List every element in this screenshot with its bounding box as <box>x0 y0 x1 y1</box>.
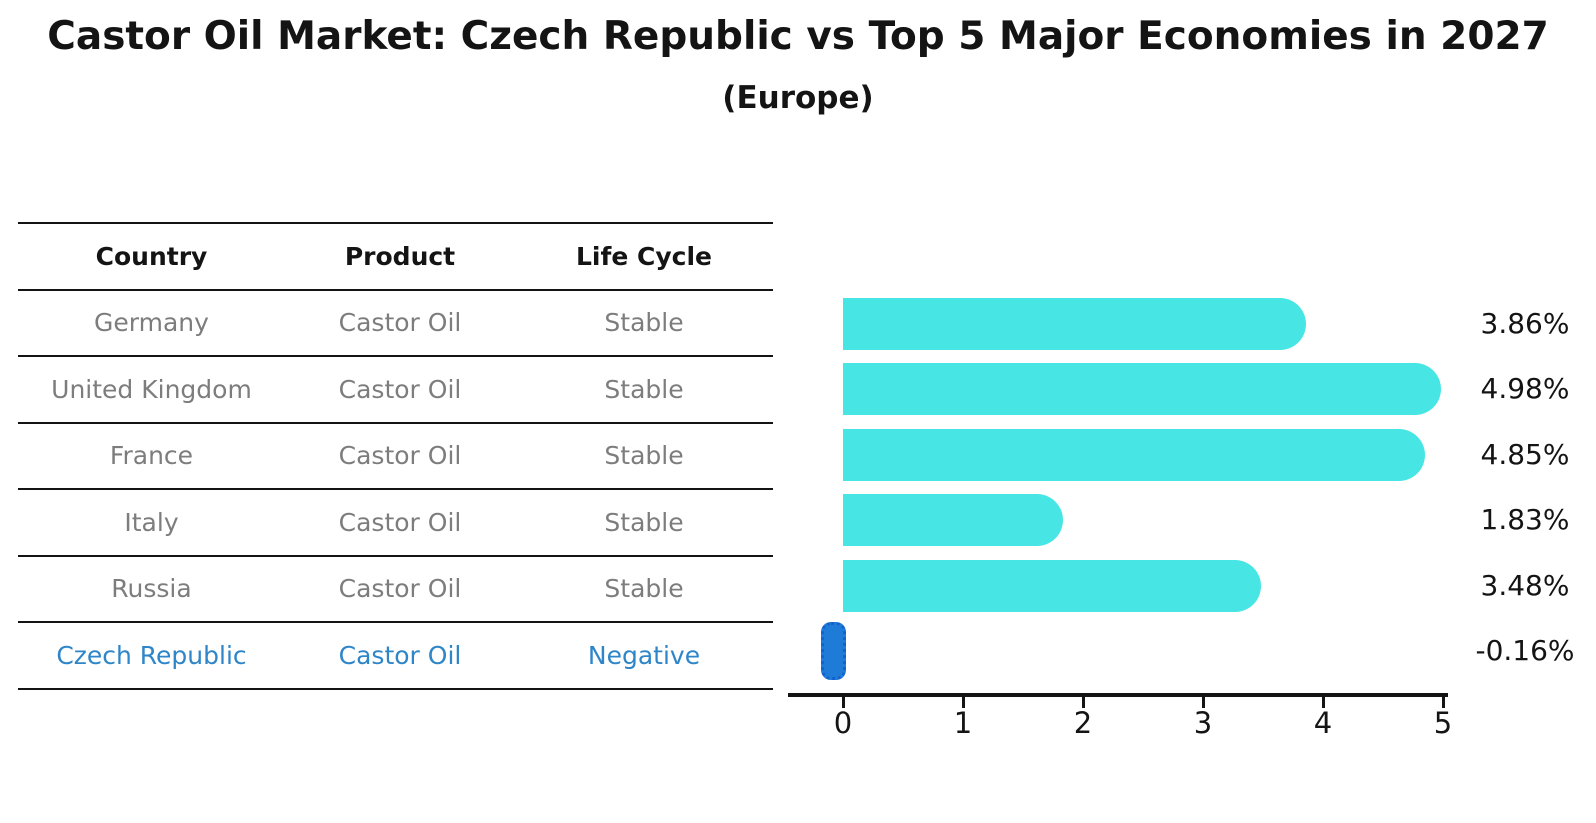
cell-product: Castor Oil <box>338 308 462 338</box>
table-row-czech-republic: Czech Republic Castor Oil Negative <box>18 621 773 688</box>
x-axis-tick-label: 3 <box>1193 706 1213 740</box>
bar-russia <box>843 559 1261 612</box>
cell-life-cycle: Stable <box>604 574 684 604</box>
x-axis-tick <box>841 697 845 708</box>
cell-life-cycle: Negative <box>587 640 701 670</box>
column-header-product: Product <box>344 241 456 271</box>
bar-italy <box>843 494 1063 547</box>
table-row-france: France Castor Oil Stable <box>18 421 773 489</box>
chart-subtitle: (Europe) <box>722 80 874 116</box>
x-axis-tick <box>1081 697 1085 708</box>
x-axis-tick-label: 5 <box>1433 706 1453 740</box>
cell-country: Germany <box>94 308 209 338</box>
value-label-germany: 3.86% <box>1480 307 1570 340</box>
cell-life-cycle: Stable <box>604 374 684 404</box>
bar-united-kingdom <box>843 363 1441 416</box>
x-axis-line <box>788 693 1448 697</box>
cell-product: Castor Oil <box>338 640 462 670</box>
x-axis-tick-label: 2 <box>1073 706 1093 740</box>
x-axis-tick <box>1321 697 1325 708</box>
chart-title: Castor Oil Market: Czech Republic vs Top… <box>47 14 1549 59</box>
cell-life-cycle: Stable <box>604 441 684 471</box>
x-axis-tick-label: 0 <box>833 706 853 740</box>
country-table: Country Product Life Cycle Germany Casto… <box>18 222 773 690</box>
cell-life-cycle: Stable <box>604 308 684 338</box>
table-row-united-kingdom: United Kingdom Castor Oil Stable <box>18 355 773 422</box>
bar-czech-republic <box>820 622 846 680</box>
column-header-life-cycle: Life Cycle <box>575 241 713 271</box>
x-axis-tick <box>961 697 965 708</box>
value-label-united-kingdom: 4.98% <box>1480 372 1570 406</box>
cell-product: Castor Oil <box>338 374 462 404</box>
cell-country: United Kingdom <box>51 374 252 404</box>
cell-country: Italy <box>124 507 179 537</box>
growth-bar-chart: 3.86% 4.98% 4.85% 1.83% 3.48% -0.16% 0 1… <box>785 280 1596 780</box>
bar-france <box>843 428 1425 481</box>
cell-country: France <box>109 441 194 471</box>
cell-product: Castor Oil <box>338 574 462 604</box>
value-label-russia: 3.48% <box>1480 568 1570 602</box>
x-axis-tick <box>1201 697 1205 708</box>
bar-germany <box>843 298 1307 350</box>
table-row-russia: Russia Castor Oil Stable <box>18 554 773 622</box>
x-axis-tick <box>1441 697 1445 708</box>
value-label-france: 4.85% <box>1480 437 1570 471</box>
value-label-czech-republic: -0.16% <box>1475 634 1575 667</box>
column-header-country: Country <box>95 241 208 271</box>
value-label-italy: 1.83% <box>1480 503 1570 537</box>
table-row-italy: Italy Castor Oil Stable <box>18 488 773 555</box>
x-axis-tick-label: 1 <box>953 706 973 740</box>
cell-product: Castor Oil <box>338 441 462 471</box>
cell-life-cycle: Stable <box>604 507 684 537</box>
table-row-germany: Germany Castor Oil Stable <box>18 288 773 356</box>
table-header-row: Country Product Life Cycle <box>18 222 773 289</box>
cell-country: Russia <box>111 574 192 604</box>
cell-product: Castor Oil <box>338 507 462 537</box>
cell-country: Czech Republic <box>56 640 247 670</box>
x-axis-tick-label: 4 <box>1313 706 1333 740</box>
